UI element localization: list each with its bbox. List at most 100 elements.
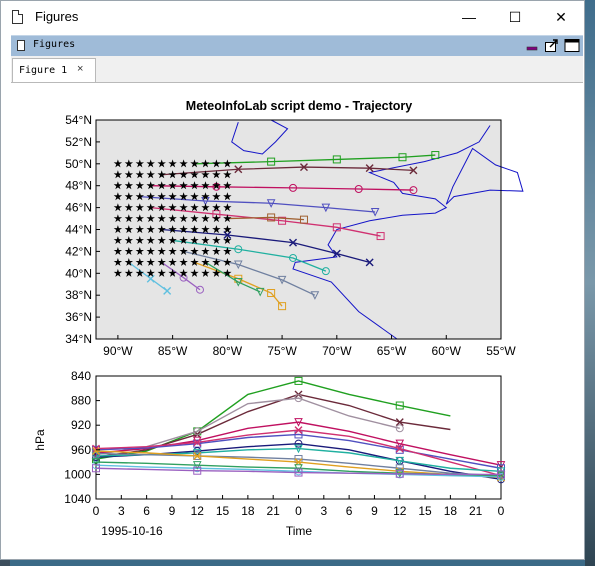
start-point-marker — [223, 181, 232, 190]
profile-date-label: 1995-10-16 — [101, 524, 163, 538]
start-point-marker — [168, 258, 177, 266]
start-point-marker — [146, 159, 155, 168]
profile-x-tick-label: 3 — [320, 504, 327, 518]
start-point-marker — [124, 236, 133, 244]
start-point-marker — [157, 203, 166, 212]
trajectory-marker — [289, 253, 298, 262]
pressure-marker — [91, 458, 101, 467]
start-point-marker — [157, 225, 166, 234]
profile-x-axis-label: Time — [286, 524, 313, 538]
pressure-marker — [294, 464, 303, 473]
tab-close-icon[interactable]: × — [77, 63, 84, 75]
start-point-marker — [179, 170, 188, 179]
profile-x-tick-label: 0 — [498, 504, 505, 518]
map-x-tick-label: 70°W — [322, 344, 352, 358]
trajectory-marker — [332, 249, 341, 258]
pressure-marker — [294, 376, 303, 385]
trajectory-marker — [321, 267, 330, 276]
figure-canvas[interactable]: MeteoInfoLab script demo - Trajectory 54… — [11, 83, 583, 556]
trajectory-marker — [267, 289, 276, 298]
tab-figure-1[interactable]: Figure 1 × — [12, 58, 96, 82]
trajectory-marker — [233, 260, 243, 270]
start-point-marker — [124, 258, 133, 266]
start-point-marker — [179, 192, 188, 201]
trajectory-marker — [409, 186, 418, 195]
profile-x-tick-label: 12 — [191, 504, 205, 518]
start-point-marker — [146, 192, 155, 201]
pressure-marker — [395, 444, 404, 453]
start-point-marker — [212, 247, 221, 255]
start-point-marker — [201, 170, 210, 179]
pressure-marker — [294, 444, 303, 454]
start-point-marker — [157, 170, 166, 179]
pressure-marker — [294, 418, 303, 427]
start-point-marker — [135, 214, 144, 223]
dock-maximize-button[interactable] — [564, 38, 580, 53]
start-point-marker — [212, 192, 221, 201]
profile-x-tick-label: 12 — [393, 504, 407, 518]
start-point-marker — [212, 258, 221, 266]
tab-label: Figure 1 — [19, 65, 68, 76]
start-point-marker — [168, 203, 177, 212]
map-y-tick-label: 36°N — [65, 310, 92, 324]
trajectory-map: 54°N 52°N 50°N 48°N 46°N 44°N 42°N 40°N 38°N 36°N… — [65, 113, 524, 358]
coastline — [292, 125, 491, 340]
trajectory-line — [172, 239, 327, 272]
start-point-marker — [201, 159, 210, 168]
start-point-marker — [124, 159, 133, 168]
map-x-tick-label: 60°W — [432, 344, 462, 358]
trajectory-marker — [332, 155, 341, 164]
profile-y-tick-label: 880 — [71, 394, 91, 408]
pressure-marker — [193, 447, 202, 456]
start-point-marker — [201, 236, 210, 244]
profile-x-tick-label: 21 — [267, 504, 281, 518]
start-point-marker — [135, 236, 144, 244]
start-point-marker — [113, 170, 123, 179]
trajectory-marker — [398, 153, 407, 162]
map-x-tick-label: 90°W — [103, 344, 133, 358]
start-point-marker — [146, 247, 155, 255]
map-background — [96, 120, 501, 339]
pressure-marker — [395, 469, 404, 478]
start-point-marker — [223, 225, 232, 234]
start-point-marker — [157, 181, 166, 190]
trajectory-line — [227, 216, 305, 221]
start-point-marker — [113, 236, 123, 244]
start-point-marker — [157, 236, 166, 244]
start-point-marker — [113, 268, 123, 277]
dock-undock-button[interactable] — [544, 38, 559, 53]
profile-x-tick-label: 21 — [469, 504, 483, 518]
profile-x-tick-label: 0 — [93, 504, 100, 518]
map-x-tick-label: 55°W — [486, 344, 516, 358]
profile-y-tick-label: 1040 — [64, 492, 91, 506]
trajectory-line — [183, 250, 316, 296]
map-title: MeteoInfoLab script demo - Trajectory — [186, 99, 412, 113]
start-point-marker — [157, 247, 166, 255]
start-point-marker — [168, 159, 177, 168]
pressure-line — [95, 452, 502, 477]
pressure-marker — [395, 418, 404, 427]
map-y-tick-label: 42°N — [65, 244, 92, 258]
start-point-marker — [179, 258, 188, 266]
maximize-button[interactable]: ☐ — [508, 9, 522, 25]
title-bar[interactable]: Figures — ☐ ✕ — [1, 1, 584, 33]
newfoundland-coast — [445, 147, 524, 205]
start-point-marker — [190, 268, 199, 277]
pressure-marker — [192, 461, 202, 470]
trajectory-marker — [299, 215, 308, 224]
minimize-button[interactable]: — — [462, 9, 476, 25]
start-point-marker — [146, 170, 155, 179]
start-point-marker — [223, 192, 232, 201]
trajectory-marker — [266, 199, 276, 208]
start-point-marker — [223, 170, 232, 179]
start-point-marker — [113, 214, 123, 223]
start-point-marker — [190, 170, 199, 179]
dock-minimize-button[interactable] — [525, 38, 540, 53]
start-point-marker — [113, 225, 123, 234]
close-button[interactable]: ✕ — [555, 9, 567, 25]
profile-x-tick-label: 18 — [444, 504, 458, 518]
trajectory-marker — [233, 278, 243, 287]
desktop-background-right — [585, 0, 595, 566]
start-point-marker — [201, 203, 210, 212]
